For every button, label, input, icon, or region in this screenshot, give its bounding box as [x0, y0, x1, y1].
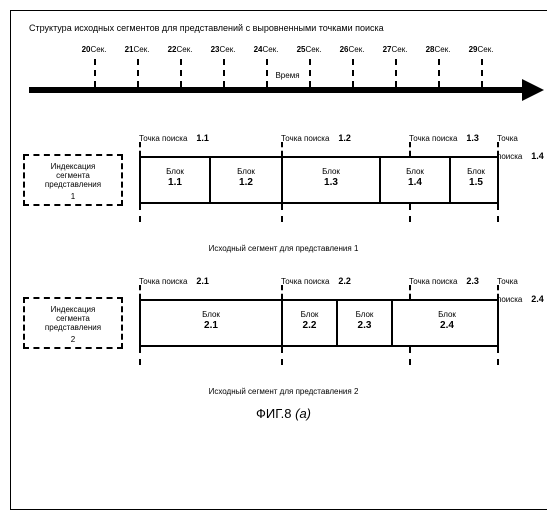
tick-icon: [266, 59, 268, 87]
block: Блок1.3: [283, 158, 381, 202]
search-point-tick-icon: [409, 142, 411, 156]
search-point-tick-icon: [281, 347, 283, 365]
search-point: Точка поиска 1.1: [139, 128, 209, 156]
arrowhead-icon: [522, 79, 544, 101]
representation: Точка поиска 2.1 Точка поиска 2.2 Точка по…: [29, 271, 538, 396]
timeline: 20Сек. 21Сек. 22Сек. 23Сек. 24Сек. 25Сек. 26Се…: [29, 45, 538, 110]
search-point-tick-icon: [497, 285, 499, 299]
figure-number: ФИГ.8 (a): [29, 406, 538, 421]
search-point: Точка поиска 2.3: [409, 271, 479, 299]
tick-label: 29Сек.: [469, 45, 494, 54]
search-point-tick-icon: [281, 204, 283, 222]
search-point-tick-icon: [281, 285, 283, 299]
tick-icon: [137, 59, 139, 87]
block: Блок2.1: [141, 301, 283, 345]
tick-label: 28Сек.: [426, 45, 451, 54]
block: Блок2.4: [393, 301, 501, 345]
time-axis-label: Время: [275, 71, 299, 80]
search-point-tick-icon: [139, 204, 141, 222]
search-point-tick-icon: [409, 347, 411, 365]
block: Блок2.2: [283, 301, 338, 345]
tick-label: 26Сек.: [340, 45, 365, 54]
block: Блок1.1: [141, 158, 211, 202]
tick-label: 22Сек.: [168, 45, 193, 54]
search-point: Точка поиска 2.2: [281, 271, 351, 299]
tick-icon: [94, 59, 96, 87]
tick-label: 27Сек.: [383, 45, 408, 54]
figure-title: Структура исходных сегментов для предста…: [29, 23, 538, 33]
block: Блок1.5: [451, 158, 501, 202]
segment-strip: Блок1.1Блок1.2Блок1.3Блок1.4Блок1.5: [139, 156, 499, 204]
figure-container: Структура исходных сегментов для предста…: [10, 10, 547, 510]
tick-label: 23Сек.: [211, 45, 236, 54]
tick-icon: [481, 59, 483, 87]
block: Блок2.3: [338, 301, 393, 345]
search-point-tick-icon: [409, 285, 411, 299]
search-point-tick-icon: [281, 142, 283, 156]
segment-caption: Исходный сегмент для представления 1: [29, 244, 538, 253]
tick-icon: [180, 59, 182, 87]
tick-icon: [438, 59, 440, 87]
search-point: Точка поиска 1.2: [281, 128, 351, 156]
index-box: Индексация сегмента представления1: [23, 154, 123, 206]
search-point-tick-icon: [139, 142, 141, 156]
tick-label: 25Сек.: [297, 45, 322, 54]
segment-caption: Исходный сегмент для представления 2: [29, 387, 538, 396]
timeline-axis: [29, 87, 538, 93]
tick-icon: [309, 59, 311, 87]
block: Блок1.4: [381, 158, 451, 202]
segment-strip: Блок2.1Блок2.2Блок2.3Блок2.4: [139, 299, 499, 347]
tick-label: 24Сек.: [254, 45, 279, 54]
search-point-tick-icon: [497, 142, 499, 156]
search-point-tick-icon: [497, 347, 499, 365]
tick-label: 21Сек.: [125, 45, 150, 54]
index-box: Индексация сегмента представления2: [23, 297, 123, 349]
search-point: Точка поиска 2.4: [497, 271, 544, 299]
tick-icon: [395, 59, 397, 87]
search-point-tick-icon: [409, 204, 411, 222]
search-point: Точка поиска 1.3: [409, 128, 479, 156]
representation: Точка поиска 1.1 Точка поиска 1.2 Точка по…: [29, 128, 538, 253]
search-point: Точка поиска 1.4: [497, 128, 544, 156]
search-point-tick-icon: [139, 347, 141, 365]
search-point-tick-icon: [139, 285, 141, 299]
search-point: Точка поиска 2.1: [139, 271, 209, 299]
tick-icon: [223, 59, 225, 87]
tick-icon: [352, 59, 354, 87]
search-point-tick-icon: [497, 204, 499, 222]
block: Блок1.2: [211, 158, 283, 202]
tick-label: 20Сек.: [82, 45, 107, 54]
